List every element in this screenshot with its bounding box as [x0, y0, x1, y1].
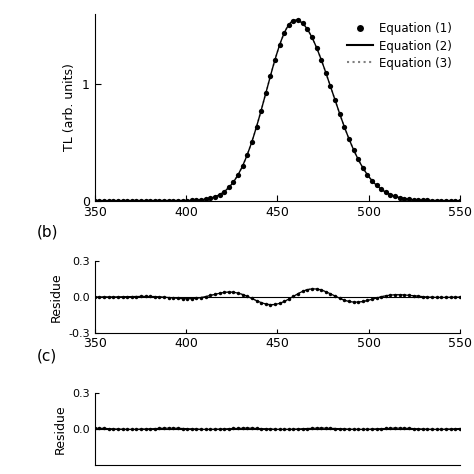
Y-axis label: Residue: Residue [54, 404, 67, 454]
Text: (b): (b) [36, 225, 58, 240]
Y-axis label: Residue: Residue [50, 272, 63, 322]
Y-axis label: TL (arb. units): TL (arb. units) [64, 64, 76, 151]
Legend: Equation (1), Equation (2), Equation (3): Equation (1), Equation (2), Equation (3) [345, 20, 454, 72]
Text: (c): (c) [36, 348, 57, 364]
